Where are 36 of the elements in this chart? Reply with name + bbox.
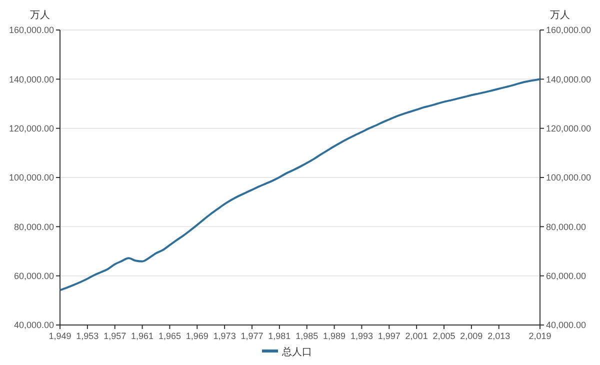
- y2-tick-label: 40,000.00: [546, 320, 586, 330]
- y2-tick-label: 140,000.00: [546, 74, 592, 84]
- y2-tick-label: 60,000.00: [546, 270, 586, 281]
- x-tick-label: 1,977: [240, 331, 264, 341]
- y2-tick-label: 80,000.00: [546, 222, 586, 232]
- y-tick-label: 60,000.00: [14, 270, 54, 281]
- x-tick-label: 1,993: [350, 331, 373, 341]
- y-axis-title: 万人: [30, 10, 50, 21]
- x-tick-label: 1,969: [186, 331, 208, 341]
- x-tick-label: 2,019: [528, 331, 552, 341]
- x-tick-label: 2,001: [405, 331, 428, 341]
- x-tick-label: 2,009: [460, 331, 483, 341]
- x-tick-label: 1,981: [268, 331, 291, 341]
- y-tick-label: 120,000.00: [8, 123, 54, 134]
- y2-tick-label: 120,000.00: [546, 123, 592, 134]
- y-tick-label: 140,000.00: [8, 74, 54, 84]
- x-tick-label: 1,957: [104, 331, 126, 341]
- x-tick-label: 2,013: [488, 331, 510, 341]
- x-tick-label: 1,985: [296, 331, 318, 341]
- y-tick-label: 100,000.00: [8, 172, 54, 183]
- y-tick-label: 40,000.00: [14, 320, 54, 330]
- x-tick-label: 1,953: [76, 331, 99, 341]
- x-tick-label: 1,997: [378, 331, 400, 341]
- y-tick-label: 80,000.00: [14, 222, 54, 232]
- y2-tick-label: 160,000.00: [546, 25, 592, 36]
- legend-label: 总人口: [281, 346, 312, 358]
- y2-tick-label: 100,000.00: [546, 172, 592, 183]
- y-tick-label: 160,000.00: [8, 25, 54, 36]
- y2-axis-title: 万人: [550, 10, 570, 21]
- x-tick-label: 1,961: [131, 331, 154, 341]
- x-tick-label: 1,989: [323, 331, 346, 341]
- line-series: [59, 78, 541, 292]
- x-tick-label: 2,005: [432, 331, 456, 341]
- x-tick-label: 1,973: [213, 331, 236, 341]
- x-tick-label: 1,965: [158, 331, 181, 341]
- x-tick-label: 1,949: [48, 331, 72, 341]
